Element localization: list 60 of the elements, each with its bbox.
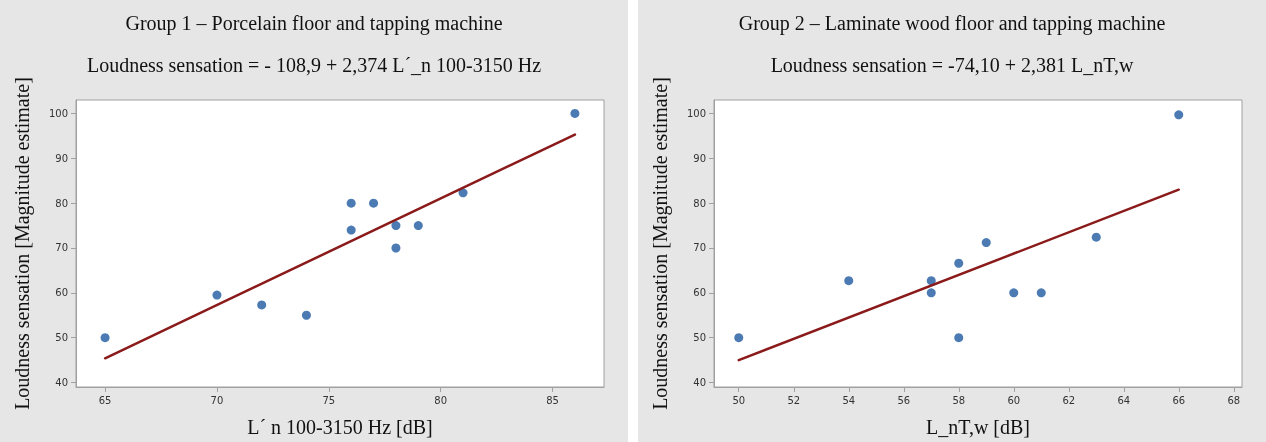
point — [391, 221, 401, 231]
x-tick-label: 65 — [98, 394, 112, 406]
y-tick-label: 90 — [693, 152, 706, 164]
x-tick-label: 58 — [952, 394, 966, 406]
y-tick-label: 50 — [693, 332, 706, 344]
x-axis-title: L_nT,w [dB] — [925, 416, 1031, 438]
point — [734, 333, 744, 343]
y-tick-label: 80 — [693, 197, 706, 209]
point — [1174, 110, 1184, 120]
y-tick-label: 40 — [55, 377, 68, 389]
point — [212, 290, 222, 300]
point — [413, 221, 423, 231]
y-tick-label: 50 — [55, 332, 68, 344]
y-tick-label: 70 — [55, 242, 68, 254]
x-tick-label: 68 — [1227, 394, 1241, 406]
y-tick-label: 90 — [55, 152, 68, 164]
x-tick-label: 62 — [1062, 394, 1076, 406]
point — [954, 333, 964, 343]
chart-title: Group 2 – Laminate wood floor and tapping machine — [738, 12, 1166, 35]
point — [100, 333, 110, 343]
x-tick-label: 54 — [842, 394, 856, 406]
x-tick-label: 80 — [434, 394, 448, 406]
x-axis-title: L´ n 100-3150 Hz [dB] — [247, 416, 433, 438]
x-tick-label: 70 — [210, 394, 224, 406]
y-tick-label: 60 — [55, 287, 68, 299]
y-axis-title: Loudness sensation [Magnitude estimate] — [649, 77, 672, 410]
x-tick-label: 52 — [787, 394, 801, 406]
point — [926, 288, 936, 298]
x-tick-label: 64 — [1117, 394, 1131, 406]
point — [954, 258, 964, 268]
x-tick-label: 75 — [322, 394, 336, 406]
x-tick-label: 50 — [732, 394, 746, 406]
point — [369, 198, 379, 208]
point — [1091, 232, 1101, 242]
point — [346, 225, 356, 235]
point — [1009, 288, 1019, 298]
y-tick-label: 60 — [693, 287, 706, 299]
y-tick-label: 40 — [693, 377, 706, 389]
point — [981, 238, 991, 248]
chart-title: Group 1 – Porcelain floor and tapping machine — [125, 12, 503, 35]
y-tick-label: 100 — [686, 107, 706, 119]
y-tick-label: 70 — [693, 242, 706, 254]
x-tick-label: 85 — [546, 394, 559, 406]
point — [346, 198, 356, 208]
chart-subtitle: Loudness sensation = -74,10 + 2,381 L_nT,w — [770, 54, 1134, 76]
x-tick-label: 60 — [1007, 394, 1021, 406]
point — [391, 243, 401, 253]
y-tick-label: 100 — [48, 107, 68, 119]
y-axis-title: Loudness sensation [Magnitude estimate] — [11, 77, 34, 410]
x-tick-label: 66 — [1172, 394, 1186, 406]
point — [926, 276, 936, 286]
point — [570, 108, 580, 118]
x-tick-label: 56 — [897, 394, 911, 406]
point — [257, 300, 267, 310]
point — [458, 188, 468, 198]
point — [844, 276, 854, 286]
chart-subtitle: Loudness sensation = - 108,9 + 2,374 L´_n 100-3150 Hz — [86, 54, 542, 76]
point — [301, 310, 311, 320]
point — [1036, 288, 1046, 298]
y-tick-label: 80 — [55, 197, 68, 209]
